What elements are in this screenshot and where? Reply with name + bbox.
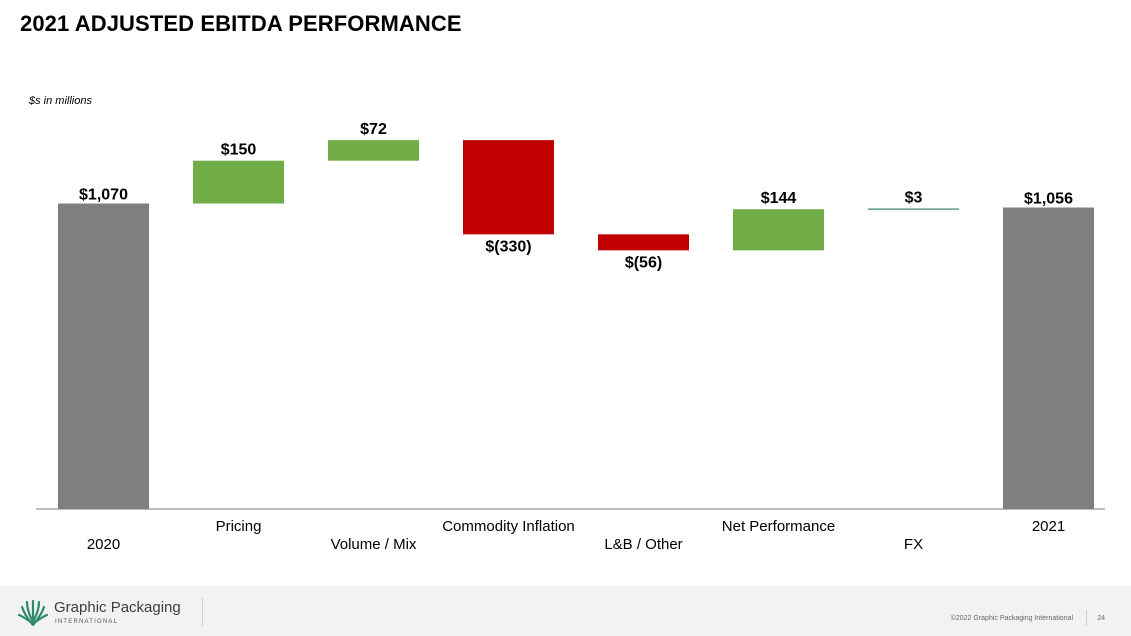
data-label: $1,056 xyxy=(1024,191,1073,208)
brand-name: Graphic Packaging xyxy=(54,599,181,616)
data-label: $144 xyxy=(761,190,797,207)
category-label: Net Performance xyxy=(722,518,835,535)
waterfall-chart: $1,070 2020 $150 Pricing $72 Volume / Mix $(33… xyxy=(36,121,1105,553)
bar-fx xyxy=(868,208,959,210)
bar-2021 xyxy=(1003,207,1094,509)
copyright-text: ©2022 Graphic Packaging International xyxy=(950,615,1073,622)
category-label: 2021 xyxy=(1032,518,1065,535)
category-label: FX xyxy=(904,536,923,553)
slide-title: 2021 ADJUSTED EBITDA PERFORMANCE xyxy=(20,11,462,36)
leaf-logo-icon xyxy=(18,599,48,627)
bar-pricing xyxy=(193,160,284,204)
data-label: $72 xyxy=(360,121,387,138)
bar-net-performance xyxy=(733,209,824,251)
brand-subtitle: INTERNATIONAL xyxy=(55,619,119,625)
footer: Graphic Packaging INTERNATIONAL ©2022 Gr… xyxy=(0,586,1131,636)
data-label: $(56) xyxy=(625,254,662,271)
category-label: 2020 xyxy=(87,536,120,553)
bar-volume-mix xyxy=(328,140,419,161)
category-label: L&B / Other xyxy=(604,536,682,553)
bar-l-b-other xyxy=(598,234,689,251)
data-label: $3 xyxy=(905,189,923,206)
category-label: Volume / Mix xyxy=(331,536,417,553)
data-label: $150 xyxy=(221,142,257,159)
data-label: $(330) xyxy=(485,238,531,255)
units-note: $s in millions xyxy=(29,95,92,107)
bar-2020 xyxy=(58,203,149,509)
footer-divider xyxy=(202,598,203,626)
bar-commodity-inflation xyxy=(463,140,554,235)
page-separator xyxy=(1086,610,1087,626)
category-label: Commodity Inflation xyxy=(442,518,575,535)
data-label: $1,070 xyxy=(79,187,128,204)
page-number: 24 xyxy=(1097,615,1105,622)
category-label: Pricing xyxy=(216,518,262,535)
